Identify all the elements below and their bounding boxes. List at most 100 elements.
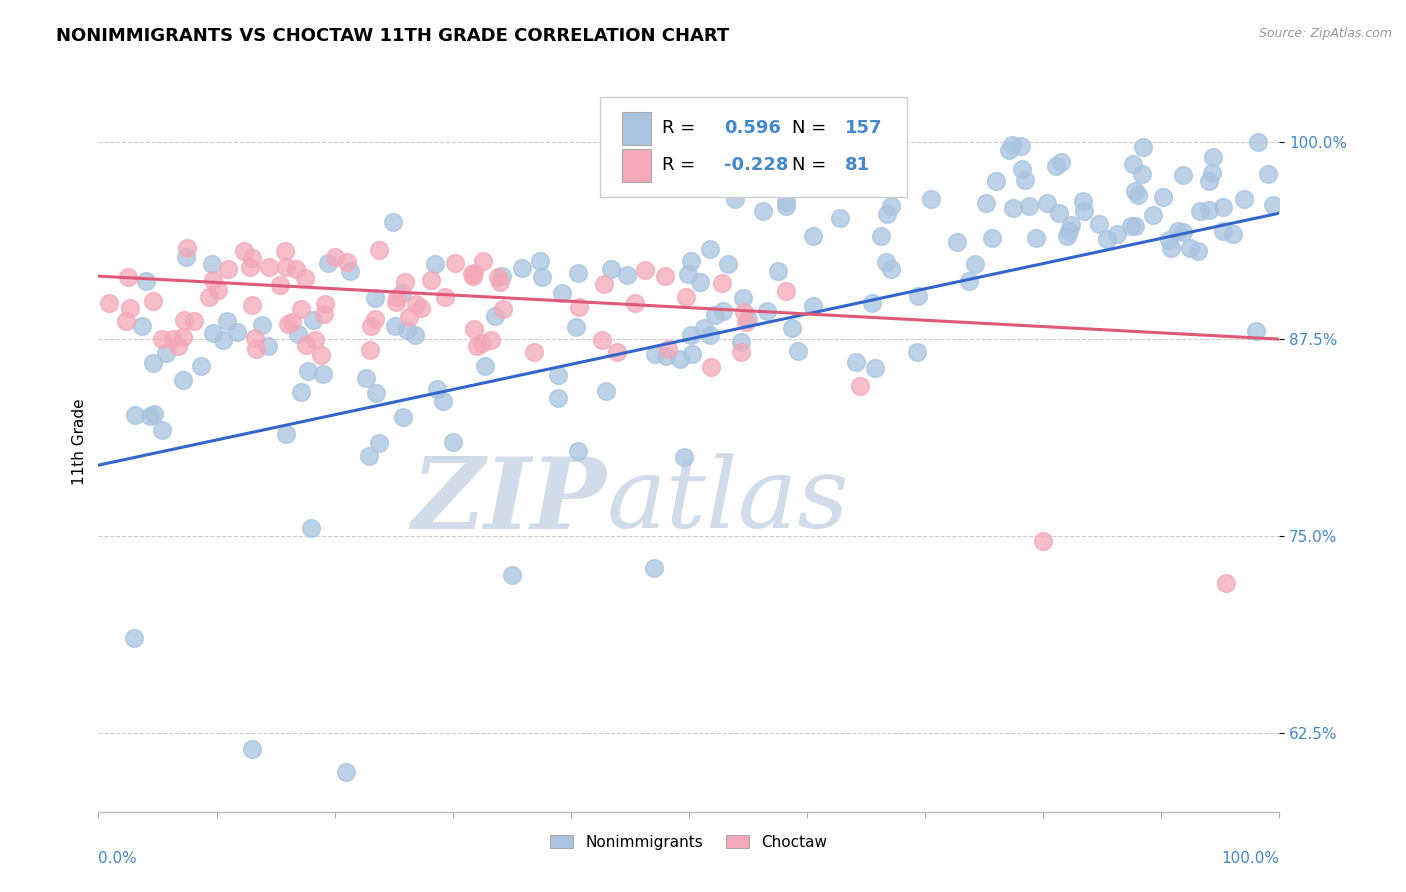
Point: [409, 301, 432, 315]
FancyBboxPatch shape: [621, 149, 651, 182]
Point: [1201, 165, 1223, 179]
Point: [920, 192, 942, 206]
Point: [1045, 159, 1067, 173]
Point: [780, 321, 803, 335]
Point: [114, 314, 136, 328]
Text: NONIMMIGRANTS VS CHOCTAW 11TH GRADE CORRELATION CHART: NONIMMIGRANTS VS CHOCTAW 11TH GRADE CORR…: [56, 27, 730, 45]
Point: [461, 267, 484, 281]
Point: [360, 319, 382, 334]
Point: [547, 391, 569, 405]
Point: [486, 270, 509, 285]
Point: [212, 333, 235, 347]
Point: [905, 345, 928, 359]
Point: [1198, 202, 1220, 217]
Point: [1088, 217, 1111, 231]
Point: [1018, 199, 1040, 213]
Text: 0.0%: 0.0%: [98, 851, 138, 865]
Point: [730, 335, 752, 350]
Point: [419, 272, 441, 286]
Point: [703, 308, 725, 322]
Point: [142, 294, 165, 309]
Point: [529, 254, 551, 268]
Point: [381, 214, 404, 228]
Point: [512, 260, 534, 275]
Point: [1130, 168, 1153, 182]
Point: [339, 263, 361, 277]
Point: [591, 334, 613, 348]
Point: [463, 322, 485, 336]
Point: [803, 229, 825, 244]
Point: [733, 305, 755, 319]
Point: [491, 268, 513, 283]
Point: [364, 291, 387, 305]
Text: R =: R =: [662, 120, 700, 137]
Point: [1257, 168, 1279, 182]
Point: [240, 741, 263, 756]
Point: [1123, 184, 1146, 198]
Point: [1132, 140, 1154, 154]
Point: [976, 195, 998, 210]
Point: [395, 323, 418, 337]
Point: [368, 436, 391, 450]
Point: [986, 173, 1008, 187]
Point: [294, 271, 316, 285]
Point: [384, 318, 406, 333]
Point: [997, 144, 1019, 158]
Point: [309, 348, 332, 362]
Point: [118, 301, 141, 316]
Point: [364, 312, 387, 326]
Point: [870, 228, 893, 243]
Point: [1198, 174, 1220, 188]
Point: [143, 407, 166, 421]
Point: [398, 310, 420, 324]
Point: [314, 297, 336, 311]
Point: [394, 275, 416, 289]
Text: -0.228: -0.228: [724, 156, 789, 174]
Point: [1233, 192, 1256, 206]
Point: [472, 254, 495, 268]
Point: [274, 260, 297, 274]
Point: [316, 256, 339, 270]
Point: [669, 351, 692, 366]
Point: [775, 195, 797, 210]
Point: [735, 315, 758, 329]
Point: [616, 268, 638, 283]
Point: [681, 347, 703, 361]
Point: [946, 235, 969, 249]
Point: [606, 345, 628, 359]
Point: [1189, 204, 1212, 219]
Point: [1201, 150, 1223, 164]
Point: [404, 328, 426, 343]
Point: [1244, 324, 1267, 338]
Point: [1126, 188, 1149, 202]
Point: [693, 320, 716, 334]
Point: [1215, 576, 1237, 591]
Point: [240, 252, 263, 266]
Point: [567, 266, 589, 280]
Point: [359, 449, 381, 463]
Point: [623, 296, 645, 310]
Point: [366, 386, 388, 401]
Point: [432, 393, 454, 408]
Text: 157: 157: [845, 120, 883, 137]
Point: [523, 345, 546, 359]
Point: [444, 256, 467, 270]
Point: [963, 257, 986, 271]
Point: [1119, 219, 1142, 233]
Point: [463, 266, 485, 280]
Point: [425, 257, 447, 271]
Point: [775, 285, 797, 299]
Point: [150, 423, 173, 437]
Point: [354, 371, 377, 385]
Point: [391, 286, 413, 301]
Point: [1247, 136, 1270, 150]
Point: [907, 289, 929, 303]
Point: [547, 368, 569, 382]
Point: [654, 350, 676, 364]
Point: [501, 568, 523, 582]
Point: [336, 255, 359, 269]
Point: [699, 359, 721, 374]
Point: [183, 314, 205, 328]
Point: [150, 332, 173, 346]
Point: [426, 382, 449, 396]
